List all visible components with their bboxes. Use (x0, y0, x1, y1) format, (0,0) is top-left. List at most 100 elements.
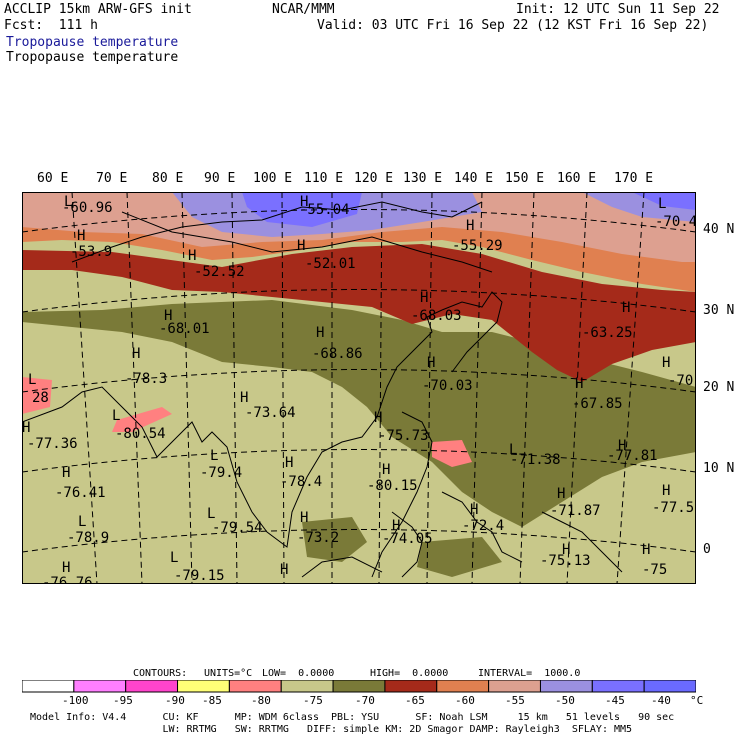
field-title-1: Tropopause temperature (6, 35, 179, 50)
h-symbol: H (662, 355, 670, 371)
field-band-blue (242, 192, 362, 227)
h-symbol: H (316, 325, 324, 341)
map-frame (22, 192, 696, 584)
colorbar-label: -95 (113, 694, 133, 707)
colorbar-label: -55 (505, 694, 525, 707)
l-symbol: L (658, 196, 666, 212)
lon-label: 80 E (152, 171, 184, 186)
h-symbol: H (22, 420, 30, 436)
field-band-blue (632, 192, 696, 210)
value-label: -79.54 (212, 520, 263, 536)
value-label: -75.73 (378, 428, 429, 444)
colorbar-label: -70 (355, 694, 375, 707)
l-symbol: L (78, 514, 86, 530)
lon-label: 130 E (403, 171, 443, 186)
value-label: -67.85 (572, 396, 623, 412)
h-symbol: H (374, 410, 382, 426)
lon-label: 170 E (614, 171, 654, 186)
h-symbol: H (297, 238, 305, 254)
lon-label: 90 E (204, 171, 236, 186)
colorbar-swatch (591, 680, 645, 693)
field-title-2: Tropopause temperature (6, 50, 179, 65)
lon-label: 160 E (557, 171, 597, 186)
colorbar-label: -45 (605, 694, 625, 707)
h-symbol: H (557, 486, 565, 502)
h-symbol: H (427, 355, 435, 371)
field-band-salmon (22, 377, 52, 414)
colorbar-swatch (643, 680, 696, 693)
h-symbol: H (618, 438, 626, 454)
value-label: -78.9 (67, 530, 109, 546)
colorbar-label: -85 (202, 694, 222, 707)
value-label: -70.4 (655, 214, 696, 230)
h-symbol: H (300, 510, 308, 526)
lat-label: 30 N (703, 303, 735, 318)
colorbar-swatch (22, 680, 75, 693)
value-label: -72.4 (462, 518, 504, 534)
value-labels: -60.96 -55.04 -70.4 -53.9 -52.52 -52.01 … (27, 200, 696, 584)
h-symbol: H (470, 502, 478, 518)
lon-label: 70 E (96, 171, 128, 186)
h-symbol: H (62, 560, 70, 576)
h-symbol: H (62, 465, 70, 481)
colorbar-swatch (384, 680, 438, 693)
colorbar-swatch (332, 680, 386, 693)
interval-label: INTERVAL= 1000.0 (478, 668, 581, 679)
h-symbol: H (164, 308, 172, 324)
colorbar-label: -40 (651, 694, 671, 707)
h-symbol: H (300, 194, 308, 210)
colorbar-label: -100 (62, 694, 89, 707)
value-label: -80.15 (367, 478, 418, 494)
colorbar-label: -75 (303, 694, 323, 707)
colorbar (22, 680, 696, 693)
model-info-line2: LW: RRTMG SW: RRTMG DIFF: simple KM: 2D … (30, 724, 633, 735)
value-label: 28 (32, 390, 49, 406)
value-label: -55.29 (452, 238, 503, 254)
value-label: -52.52 (194, 264, 245, 280)
pressure-symbols: L H L H H H H H H H H H H H L H H L H H … (22, 194, 670, 578)
h-symbol: H (132, 346, 140, 362)
model-title: ACCLIP 15km ARW-GFS init (4, 2, 192, 17)
lon-label: 120 E (354, 171, 394, 186)
h-symbol: H (392, 518, 400, 534)
value-label: -77.36 (27, 436, 78, 452)
colorbar-swatch (177, 680, 230, 693)
h-symbol: H (642, 542, 650, 558)
colorbar-swatch (436, 680, 490, 693)
lat-label: 10 N (703, 461, 735, 476)
value-label: -71.38 (510, 452, 561, 468)
l-symbol: L (170, 550, 178, 566)
tropopause-temperature-map: L H L H H H H H H H H H H H L H H L H H … (22, 192, 696, 584)
lat-label: 0 (703, 542, 711, 557)
value-label: -77.81 (607, 448, 658, 464)
colorbar-swatch (488, 680, 541, 693)
colorbar-swatch (539, 680, 593, 693)
colorbar-swatch (125, 680, 179, 693)
units-label: UNITS=°C (204, 668, 253, 679)
colorbar-label: -60 (455, 694, 475, 707)
h-symbol: H (285, 455, 293, 471)
value-label: -71.87 (550, 503, 601, 519)
l-symbol: L (112, 408, 120, 424)
field-band-darkred (22, 244, 696, 382)
value-label: -68.86 (312, 346, 363, 362)
value-label: -75.13 (540, 553, 591, 569)
value-label: -80.54 (115, 426, 166, 442)
value-label: -78.3 (125, 371, 167, 387)
value-label: -78.4 (280, 474, 322, 490)
l-symbol: L (28, 372, 36, 388)
low-label: LOW= 0.0000 (262, 668, 335, 679)
value-label: -70.03 (422, 378, 473, 394)
value-label: -79.4 (200, 465, 242, 481)
lon-label: 110 E (304, 171, 344, 186)
l-symbol: L (210, 448, 218, 464)
value-label: -63.25 (582, 325, 633, 341)
value-label: -76.76 (42, 575, 93, 584)
init-time: Init: 12 UTC Sun 11 Sep 22 (516, 2, 720, 17)
value-label: -79.15 (174, 568, 225, 584)
value-label: -74.05 (382, 531, 433, 547)
l-symbol: L (207, 506, 215, 522)
h-symbol: H (240, 390, 248, 406)
graticule (22, 192, 696, 584)
model-info-line1: Model Info: V4.4 CU: KF MP: WDM 6class P… (30, 712, 675, 723)
